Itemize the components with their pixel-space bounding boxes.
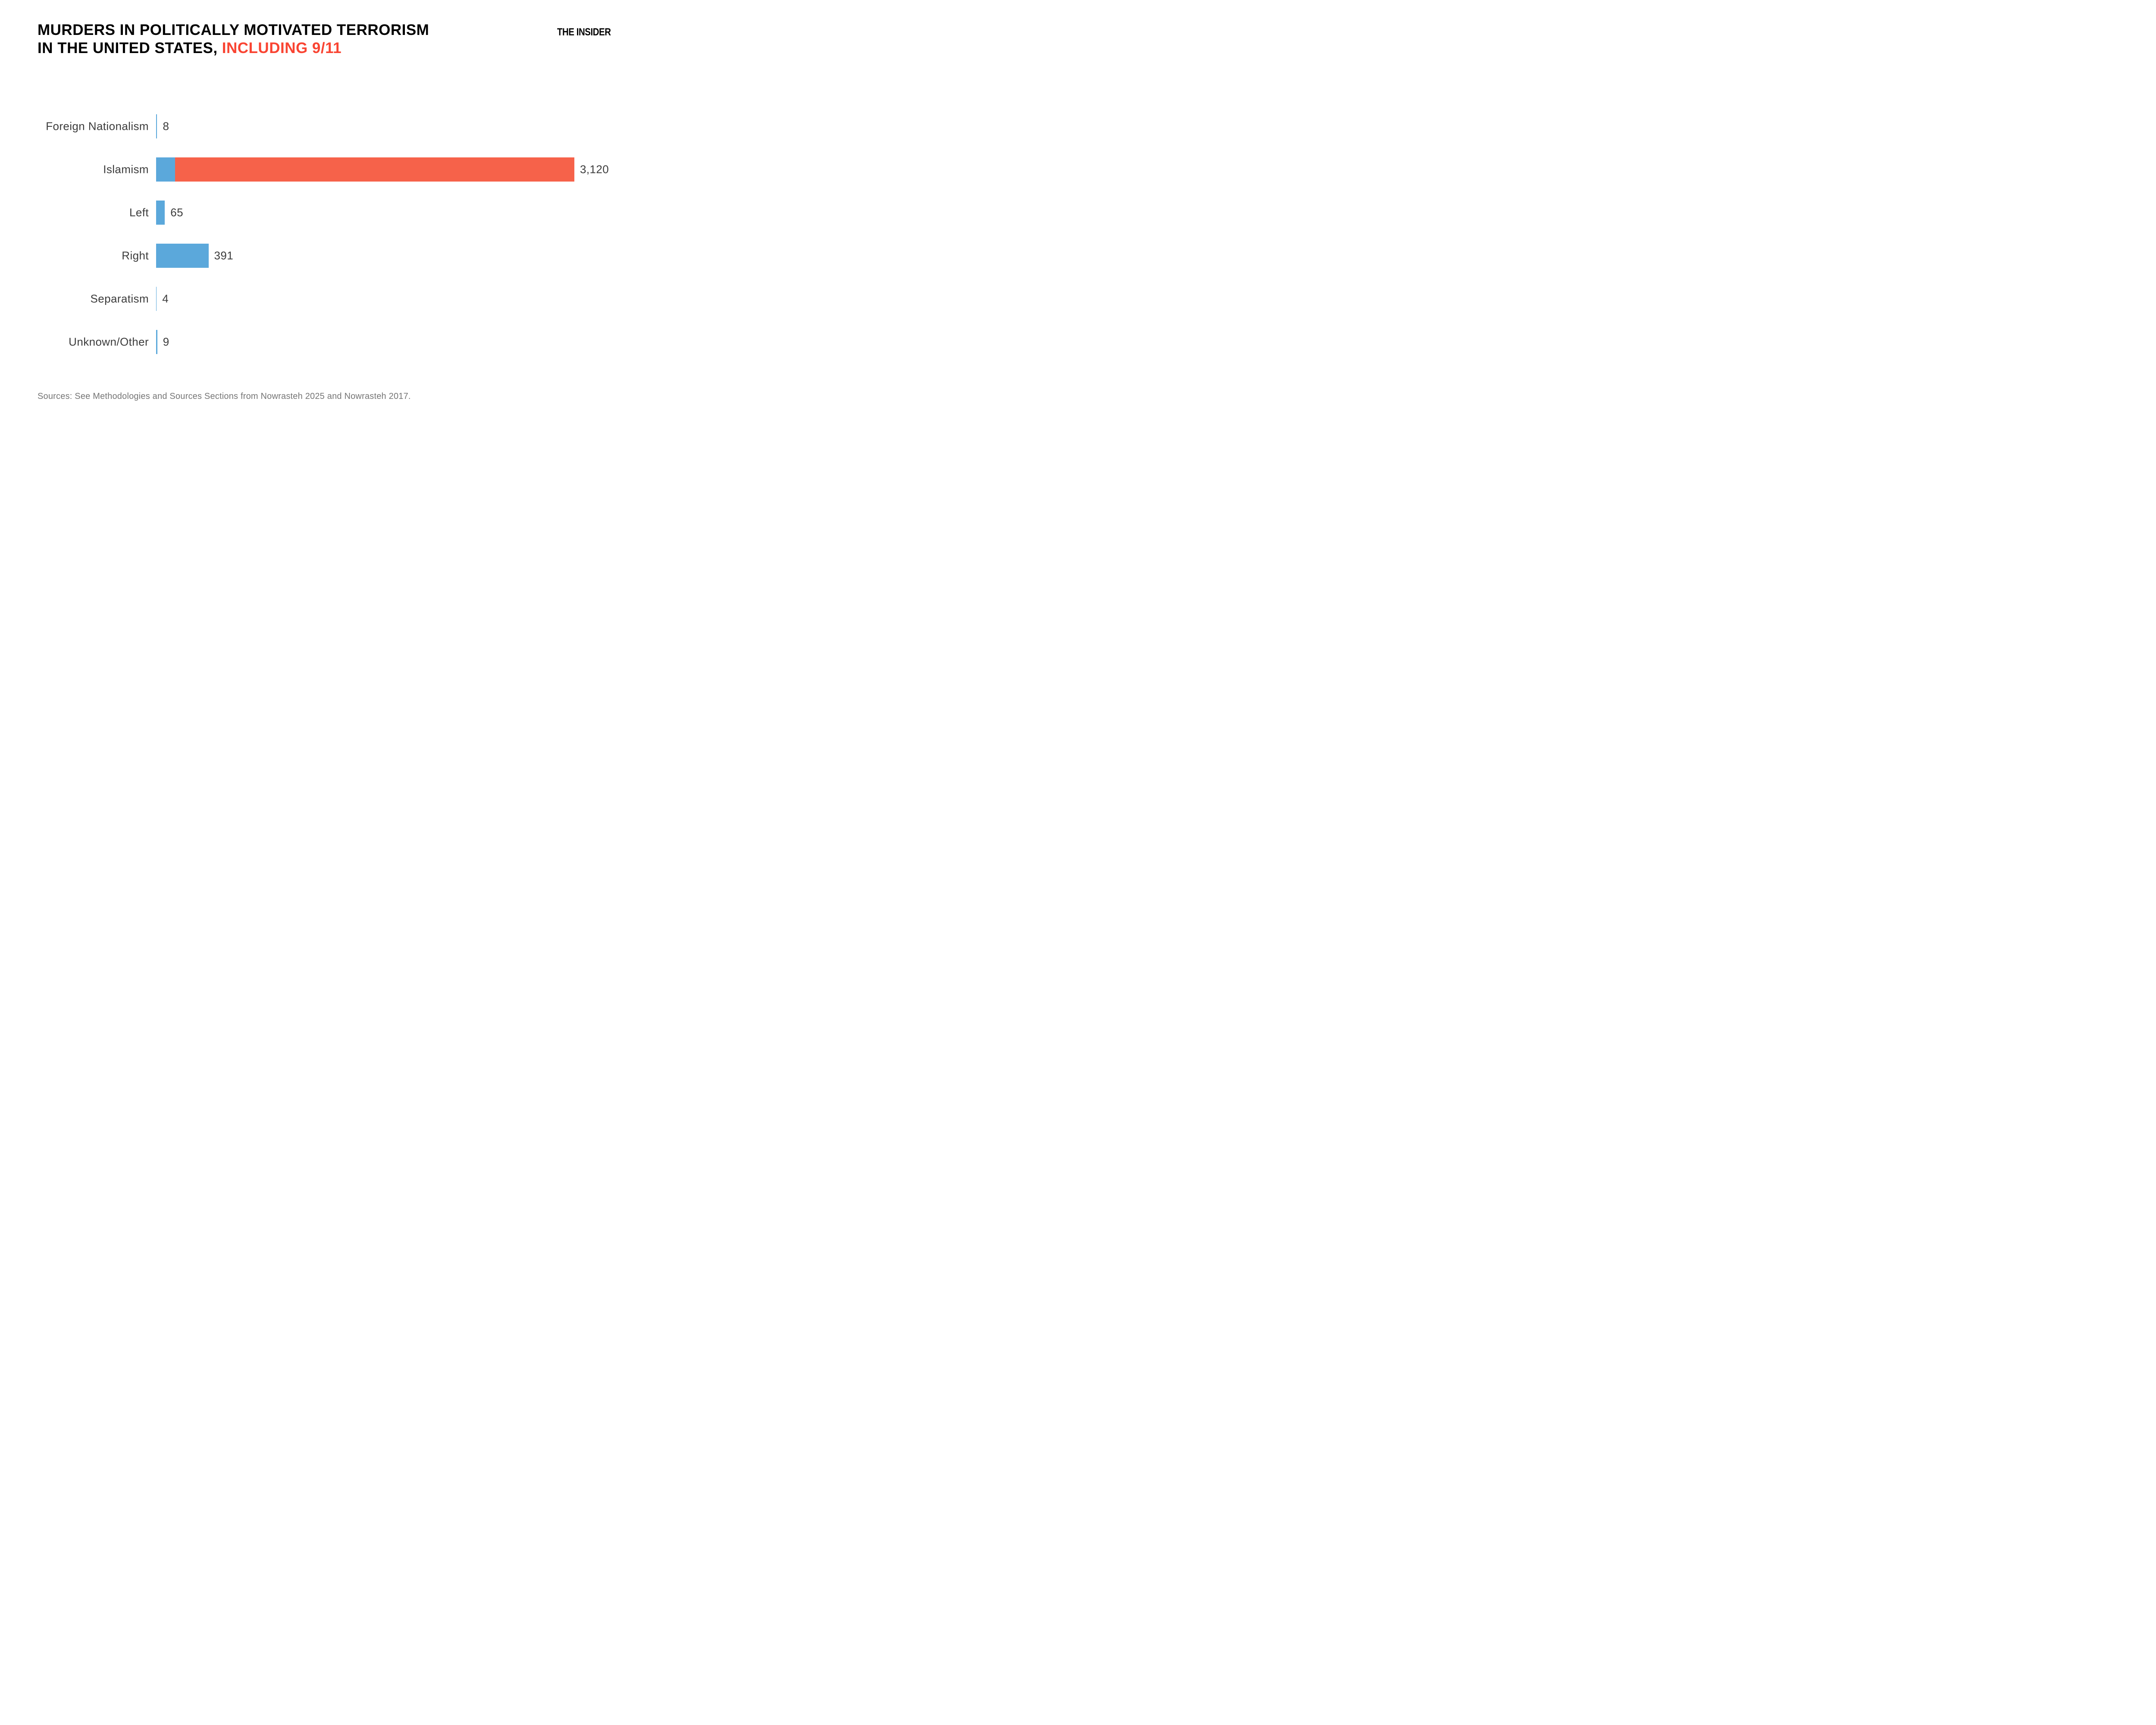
chart-row: Islamism 3,120 bbox=[0, 148, 647, 191]
value-label: 391 bbox=[214, 249, 234, 262]
category-label: Foreign Nationalism bbox=[46, 119, 149, 133]
value-label: 65 bbox=[170, 206, 183, 219]
bar-segment-blue bbox=[156, 330, 157, 354]
value-label: 8 bbox=[163, 119, 169, 133]
bar bbox=[156, 287, 157, 311]
page-title: MURDERS IN POLITICALLY MOTIVATED TERRORI… bbox=[38, 21, 429, 57]
value-label: 9 bbox=[163, 335, 169, 348]
bar-segment-blue bbox=[156, 201, 165, 225]
chart-row: Left 65 bbox=[0, 191, 647, 234]
bar-track: 3,120 bbox=[156, 157, 634, 182]
chart-row: Right 391 bbox=[0, 234, 647, 277]
bar-segment-blue bbox=[156, 114, 157, 138]
bar bbox=[156, 330, 157, 354]
bar-track: 9 bbox=[156, 330, 634, 354]
bar-track: 391 bbox=[156, 244, 634, 268]
bar-segment-red bbox=[175, 157, 574, 182]
value-label: 4 bbox=[162, 292, 169, 305]
category-label: Unknown/Other bbox=[69, 335, 149, 348]
bar bbox=[156, 244, 209, 268]
bar-segment-blue bbox=[156, 157, 175, 182]
category-label: Left bbox=[129, 206, 149, 219]
chart-row: Separatism 4 bbox=[0, 277, 647, 320]
bar-segment-blue bbox=[156, 244, 209, 268]
bar-chart: Foreign Nationalism 8 Islamism 3,120 Lef… bbox=[0, 105, 647, 364]
bar-track: 65 bbox=[156, 201, 634, 225]
title-line1: MURDERS IN POLITICALLY MOTIVATED TERRORI… bbox=[38, 22, 429, 38]
bar-segment-blue bbox=[156, 287, 157, 311]
bar bbox=[156, 201, 165, 225]
bar-track: 4 bbox=[156, 287, 634, 311]
category-label: Islamism bbox=[103, 163, 149, 176]
category-label: Separatism bbox=[90, 292, 149, 305]
title-accent: INCLUDING 9/11 bbox=[222, 40, 342, 56]
brand-logo: THE INSIDER bbox=[557, 26, 611, 38]
sources-note: Sources: See Methodologies and Sources S… bbox=[38, 392, 411, 401]
bar-track: 8 bbox=[156, 114, 634, 138]
category-label: Right bbox=[122, 249, 149, 262]
value-label: 3,120 bbox=[580, 163, 609, 176]
bar bbox=[156, 114, 157, 138]
chart-row: Unknown/Other 9 bbox=[0, 320, 647, 364]
title-line2: IN THE UNITED STATES, bbox=[38, 40, 222, 56]
chart-row: Foreign Nationalism 8 bbox=[0, 105, 647, 148]
infographic: MURDERS IN POLITICALLY MOTIVATED TERRORI… bbox=[0, 0, 647, 431]
bar bbox=[156, 157, 574, 182]
